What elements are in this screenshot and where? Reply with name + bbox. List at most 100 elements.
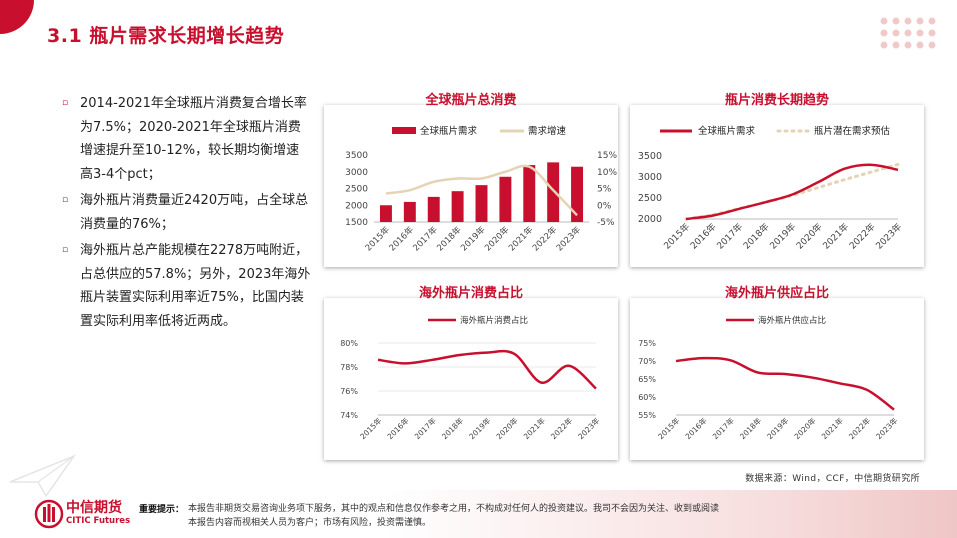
y2-tick-label: 0% [597,201,612,211]
legend-label: 全球瓶片需求 [698,125,756,137]
x-tick-label: 2015年 [656,415,682,441]
bullet-text: 2014-2021年全球瓶片消费复合增长率为7.5%；2020-2021年全球瓶… [80,96,307,182]
bullet-item: ▫ 海外瓶片消费量近2420万吨，占全球总消费量的76%； [62,189,312,236]
y-tick-label: 3000 [345,168,368,178]
bar-global-demand [571,166,584,222]
bar-global-demand [499,176,512,222]
line-series [675,356,895,411]
x-tick-label: 2023年 [554,224,583,253]
chart-panel-overseas-consumption: 海外瓶片消费占比 74% 76% 78% 80% 2015年 2016年 2017年 2018年… [324,286,618,460]
x-tick-label: 2015年 [363,224,392,253]
x-tick-label: 2015年 [661,221,692,252]
x-tick-label: 2020年 [792,415,818,441]
bar-global-demand [427,196,440,222]
legend-label: 全球瓶片需求 [420,125,478,137]
x-tick-label: 2021年 [506,224,535,253]
disclaimer-line: 本报告非期货交易咨询业务项下服务，其中的观点和信息仅作参考之用，不构成对任何人的… [188,504,720,514]
y2-tick-label: 15% [597,151,617,161]
x-tick-label: 2018年 [741,221,772,252]
x-tick-label: 2018年 [435,224,464,253]
y-tick-label: 74% [340,411,358,420]
bar-global-demand [547,162,560,222]
x-tick-label: 2016年 [688,221,719,252]
x-tick-label: 2017年 [412,415,438,441]
y-tick-label: 76% [340,387,358,396]
page-title: 3.1 瓶片需求长期增长趋势 [47,25,285,47]
bar-global-demand [475,185,488,222]
line-demand-growth [385,164,578,217]
x-tick-label: 2019年 [765,415,791,441]
line-global-demand [685,163,899,221]
chart-title: 海外瓶片供应占比 [724,286,829,301]
y-tick-label: 60% [638,393,656,402]
y-tick-label: 2500 [638,193,662,204]
x-tick-label: 2015年 [358,415,384,441]
bullet-square-icon: ▫ [62,245,69,255]
x-tick-label: 2019年 [459,224,488,253]
y-tick-label: 3000 [638,172,662,183]
chart-panel-overseas-supply: 海外瓶片供应占比 55% 60% 65% 70% 75% 2015年 2016年 2017年 20… [630,286,924,460]
paper-plane-icon [9,454,77,498]
x-tick-label: 2020年 [794,221,825,252]
chart-trend-svg: 全球瓶片需求 瓶片潜在需求预估 2000 2500 3000 3500 2015年2016年… [638,125,904,252]
y2-tick-label: 10% [597,168,617,178]
x-tick-label: 2023年 [873,221,904,252]
chart-panel-total: 全球瓶片需求 需求增速 1500 2000 2500 3000 3500 -5% 0% 5% 10%… [324,93,618,267]
x-tick-label: 2022年 [847,221,878,252]
y-tick-label: 2000 [345,201,368,211]
y-tick-label: 65% [638,375,656,384]
y-tick-label: 3500 [638,151,662,162]
legend-label: 需求增速 [528,125,567,137]
x-tick-label: 2019年 [767,221,798,252]
legend-label: 海外瓶片消费占比 [460,315,528,326]
y-tick-label: 1500 [345,218,368,228]
x-tick-label: 2017年 [714,221,745,252]
disclaimer-line: 本报告内容而视相关人员为客户；市场有风险，投资需谨慎。 [188,518,432,528]
x-tick-label: 2020年 [494,415,520,441]
y-tick-label: 55% [638,411,656,420]
bullet-item: ▫ 海外瓶片总产能规模在2278万吨附近，占总供应的57.8%；另外，2023年… [62,239,312,333]
x-tick-label: 2019年 [467,415,493,441]
x-tick-label: 2020年 [482,224,511,253]
x-tick-label: 2023年 [874,415,900,441]
x-tick-label: 2016年 [387,224,416,253]
y-tick-label: 75% [638,339,656,348]
y-tick-label: 2000 [638,214,662,225]
footer-band [0,490,957,538]
chart-panel-trend: 全球瓶片需求 瓶片潜在需求预估 2000 2500 3000 3500 2015年 2016年… [630,93,924,267]
bar-global-demand [523,165,536,222]
legend-label: 瓶片潜在需求预估 [814,125,891,137]
logo-text-cn: 中信期货 [66,500,122,516]
bar-global-demand [379,205,392,222]
x-tick-label: 2021年 [819,415,845,441]
disclaimer-text: 本报告非期货交易咨询业务项下服务，其中的观点和信息仅作参考之用，不构成对任何人的… [188,502,828,530]
x-tick-label: 2016年 [385,415,411,441]
citic-logo-icon [34,499,64,529]
data-source: 数据来源：Wind，CCF，中信期货研究所 [745,474,920,484]
y2-tick-label: 5% [597,185,612,195]
chart-title: 全球瓶片总消费 [425,93,517,108]
y-tick-label: 78% [340,363,358,372]
chart-title: 海外瓶片消费占比 [418,286,523,301]
x-tick-label: 2018年 [737,415,763,441]
bullet-text: 海外瓶片消费量近2420万吨，占全球总消费量的76%； [80,193,309,232]
x-tick-label: 2017年 [710,415,736,441]
bullet-text: 海外瓶片总产能规模在2278万吨附近，占总供应的57.8%；另外，2023年海外… [80,243,311,329]
line-series [377,349,597,390]
x-tick-label: 2021年 [820,221,851,252]
bar-global-demand [403,201,416,222]
x-tick-label: 2018年 [439,415,465,441]
bullet-square-icon: ▫ [62,195,69,205]
x-tick-label: 2017年 [411,224,440,253]
logo-text-en: CITIC Futures [66,516,131,526]
chart-overseas-consumption-svg: 海外瓶片消费占比 74% 76% 78% 80% 2015年 2016年 2017年 2018年… [340,315,602,441]
y-tick-label: 2500 [345,185,368,195]
corner-tab [0,0,34,34]
y-tick-label: 3500 [345,151,368,161]
y-tick-label: 70% [638,357,656,366]
chart-title: 瓶片消费长期趋势 [724,93,829,108]
bullet-list: ▫ 2014-2021年全球瓶片消费复合增长率为7.5%；2020-2021年全… [62,92,312,336]
x-tick-label: 2021年 [521,415,547,441]
x-tick-label: 2022年 [846,415,872,441]
